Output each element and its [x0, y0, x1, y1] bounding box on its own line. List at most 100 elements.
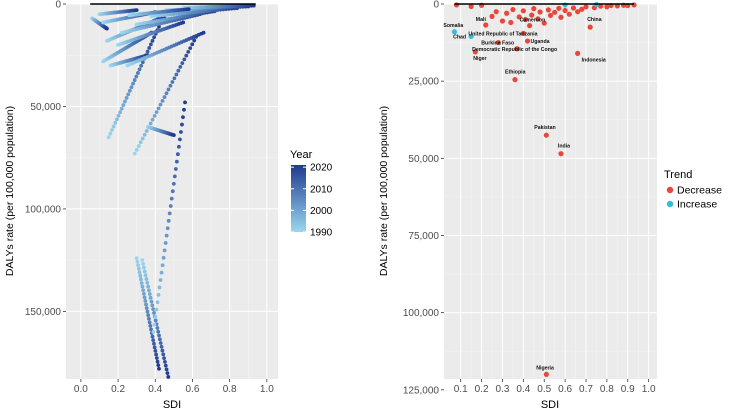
year-point [149, 14, 154, 19]
right-y-tick-label: 125,000 [403, 385, 440, 396]
year-point [161, 352, 166, 357]
year-point [177, 144, 181, 149]
year-point [157, 333, 161, 338]
country-point [508, 19, 514, 26]
year-point [147, 316, 151, 321]
colorbar-tick-label: 2010 [310, 184, 333, 195]
country-point [583, 4, 589, 10]
year-point [159, 270, 164, 275]
right-y-tick-label: 75,000 [408, 231, 439, 242]
year-point [186, 7, 191, 12]
year-point [126, 92, 131, 97]
year-point [141, 291, 146, 296]
year-point [135, 259, 140, 264]
left-x-tick-label: 0.8 [223, 384, 237, 395]
year-point [156, 106, 161, 111]
country-label: Chad [453, 34, 466, 40]
country-point [468, 33, 474, 40]
country-point [495, 39, 501, 46]
year-point [178, 137, 182, 142]
left-x-tick-label: 1.0 [260, 384, 274, 395]
year-point [157, 13, 162, 18]
legend-label-increase: Increase [677, 199, 717, 211]
country-point [510, 6, 516, 13]
year-point [190, 42, 195, 47]
country-label: Indonesia [582, 57, 606, 63]
year-point [171, 181, 176, 186]
year-colorbar [291, 165, 306, 232]
country-point [547, 12, 554, 19]
year-point [140, 284, 145, 289]
year-point [152, 322, 157, 327]
country-point [552, 9, 558, 15]
year-point [160, 13, 165, 18]
year-point [163, 359, 167, 364]
year-point [110, 128, 114, 132]
country-point [562, 7, 568, 14]
year-point [146, 284, 151, 289]
country-point [514, 46, 520, 52]
year-point [156, 363, 161, 368]
left-data-marks [90, 3, 256, 379]
year-point [164, 233, 169, 238]
year-point [180, 61, 185, 66]
right-chart: Nigeria India Pakistan Ethiopia Indonesia Nig… [378, 0, 722, 411]
country-label: India [558, 144, 570, 150]
year-point [142, 269, 147, 274]
year-point [129, 85, 134, 90]
year-point [168, 83, 173, 88]
year-point [140, 60, 145, 65]
year-point [184, 53, 189, 58]
year-point [174, 159, 179, 164]
country-point [499, 18, 506, 24]
year-point [144, 129, 149, 133]
year-point [150, 38, 155, 43]
right-x-ticks: 0.1 0.2 0.3 0.4 0.5 0.6 0.7 0.8 0.9 1.0 [454, 379, 656, 395]
year-point [166, 375, 171, 379]
year-point [139, 277, 143, 282]
year-point [157, 337, 162, 342]
right-y-tick-label: 100,000 [403, 308, 440, 319]
year-point [152, 35, 157, 40]
year-point [145, 49, 150, 54]
year-point [136, 144, 141, 148]
year-point [146, 313, 151, 318]
country-point [558, 14, 564, 20]
year-point [173, 167, 178, 171]
year-point [186, 49, 191, 54]
left-y-ticks: 0 50,000 100,000 150,000 [25, 0, 66, 318]
year-point [134, 147, 139, 152]
country-point [541, 20, 547, 26]
right-x-tick-label: 0.2 [475, 384, 489, 395]
year-point [145, 309, 150, 314]
right-y-ticks: 0 25,000 50,000 75,000 100,000 125,000 [403, 0, 444, 396]
year-point [152, 345, 157, 350]
right-gridlines [444, 3, 657, 379]
trend-legend-title: Trend [664, 169, 692, 181]
year-point [175, 152, 180, 157]
year-point [157, 285, 162, 290]
year-point [136, 71, 140, 75]
left-chart: 0.0 0.2 0.4 0.6 0.8 1.0 0 50,000 100,000 150,000… [4, 0, 333, 411]
country-point [575, 9, 581, 15]
year-point [185, 10, 190, 15]
year-point [145, 280, 150, 285]
country-label: China [587, 17, 602, 23]
country-point [472, 49, 478, 55]
year-point [153, 315, 158, 319]
year-point [162, 248, 167, 253]
year-point [116, 113, 121, 118]
country-point [531, 6, 537, 12]
year-point [191, 10, 195, 15]
year-point [196, 9, 201, 14]
year-point [181, 20, 186, 25]
year-point [143, 273, 148, 278]
country-point [512, 77, 518, 83]
year-point [154, 110, 159, 115]
year-point [169, 196, 174, 201]
year-point [180, 122, 184, 127]
country-point [527, 23, 533, 29]
year-point [170, 80, 175, 84]
year-point [172, 174, 177, 179]
year-point [155, 326, 160, 330]
